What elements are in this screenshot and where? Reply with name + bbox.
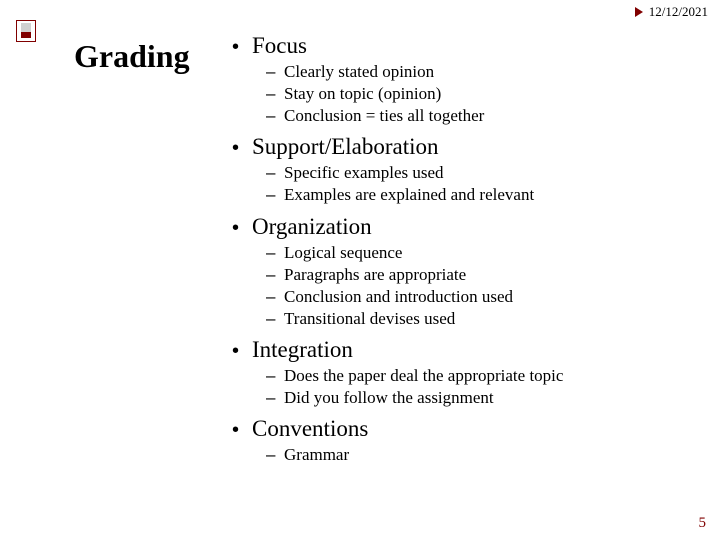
content-area: • Focus –Clearly stated opinion –Stay on…	[232, 30, 702, 470]
bullet-icon: •	[232, 138, 252, 158]
sub-label: Transitional devises used	[284, 308, 455, 330]
slide-title: Grading	[74, 38, 190, 75]
date-row: 12/12/2021	[635, 4, 708, 20]
logo-icon	[16, 20, 36, 42]
sub-label: Grammar	[284, 444, 349, 466]
dash-icon: –	[266, 61, 284, 82]
sub-label: Conclusion and introduction used	[284, 286, 513, 308]
sub-item: –Stay on topic (opinion)	[266, 83, 702, 105]
outline-list: • Focus –Clearly stated opinion –Stay on…	[232, 30, 702, 466]
date-text: 12/12/2021	[649, 4, 708, 20]
bullet-icon: •	[232, 37, 252, 57]
sub-item: –Grammar	[266, 444, 702, 466]
outline-label: Support/Elaboration	[252, 131, 439, 162]
sub-list: –Does the paper deal the appropriate top…	[266, 365, 702, 409]
sub-item: –Did you follow the assignment	[266, 387, 702, 409]
dash-icon: –	[266, 365, 284, 386]
arrow-right-icon	[635, 7, 643, 17]
dash-icon: –	[266, 264, 284, 285]
sub-label: Paragraphs are appropriate	[284, 264, 466, 286]
sub-label: Clearly stated opinion	[284, 61, 434, 83]
sub-item: –Clearly stated opinion	[266, 61, 702, 83]
bullet-icon: •	[232, 218, 252, 238]
bullet-icon: •	[232, 341, 252, 361]
dash-icon: –	[266, 162, 284, 183]
sub-label: Specific examples used	[284, 162, 444, 184]
sub-label: Conclusion = ties all together	[284, 105, 484, 127]
outline-item: • Conventions –Grammar	[232, 413, 702, 466]
page-number: 5	[699, 515, 707, 532]
sub-label: Stay on topic (opinion)	[284, 83, 441, 105]
outline-item: • Focus –Clearly stated opinion –Stay on…	[232, 30, 702, 127]
dash-icon: –	[266, 83, 284, 104]
dash-icon: –	[266, 286, 284, 307]
sub-item: –Transitional devises used	[266, 308, 702, 330]
outline-label: Integration	[252, 334, 353, 365]
sub-label: Did you follow the assignment	[284, 387, 494, 409]
dash-icon: –	[266, 184, 284, 205]
sub-item: –Conclusion = ties all together	[266, 105, 702, 127]
dash-icon: –	[266, 444, 284, 465]
outline-label: Focus	[252, 30, 307, 61]
sub-list: –Clearly stated opinion –Stay on topic (…	[266, 61, 702, 127]
sub-item: –Does the paper deal the appropriate top…	[266, 365, 702, 387]
outline-item: • Support/Elaboration –Specific examples…	[232, 131, 702, 206]
bullet-icon: •	[232, 420, 252, 440]
sub-label: Does the paper deal the appropriate topi…	[284, 365, 563, 387]
outline-item: • Organization –Logical sequence –Paragr…	[232, 211, 702, 330]
sub-label: Logical sequence	[284, 242, 402, 264]
sub-list: –Logical sequence –Paragraphs are approp…	[266, 242, 702, 330]
outline-label: Conventions	[252, 413, 368, 444]
sub-list: –Specific examples used –Examples are ex…	[266, 162, 702, 206]
sub-label: Examples are explained and relevant	[284, 184, 534, 206]
sub-item: –Conclusion and introduction used	[266, 286, 702, 308]
sub-item: –Logical sequence	[266, 242, 702, 264]
dash-icon: –	[266, 242, 284, 263]
sub-item: –Examples are explained and relevant	[266, 184, 702, 206]
outline-label: Organization	[252, 211, 372, 242]
outline-item: • Integration –Does the paper deal the a…	[232, 334, 702, 409]
dash-icon: –	[266, 105, 284, 126]
sub-item: –Paragraphs are appropriate	[266, 264, 702, 286]
sub-list: –Grammar	[266, 444, 702, 466]
dash-icon: –	[266, 308, 284, 329]
slide: 12/12/2021 Grading • Focus –Clearly stat…	[0, 0, 720, 540]
sub-item: –Specific examples used	[266, 162, 702, 184]
dash-icon: –	[266, 387, 284, 408]
